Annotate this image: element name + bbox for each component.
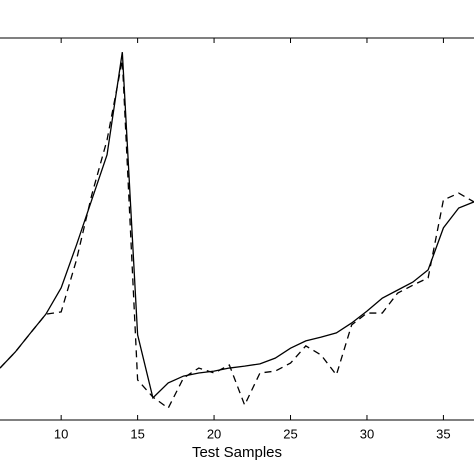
x-tick-label: 30 [360,426,374,441]
x-tick-label: 10 [54,426,68,441]
x-tick-label: 20 [207,426,221,441]
series-line [0,52,474,400]
x-tick-label: 35 [436,426,450,441]
series-line [0,60,474,410]
x-axis-label: Test Samples [192,444,282,461]
x-tick-label: 15 [130,426,144,441]
x-tick-label: 25 [283,426,297,441]
